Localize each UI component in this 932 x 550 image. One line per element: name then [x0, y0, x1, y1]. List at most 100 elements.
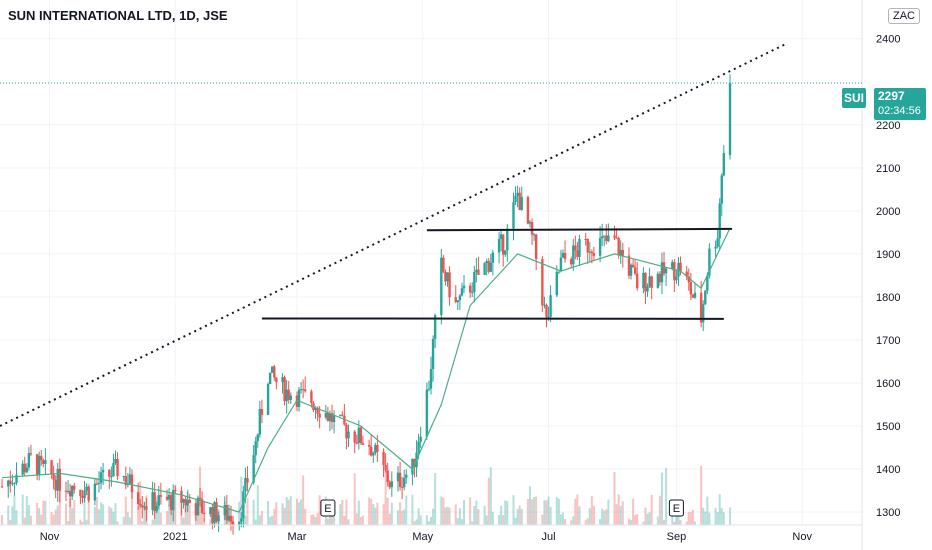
candle-body [584, 238, 587, 240]
candle-body [246, 477, 249, 483]
volume-bar [702, 507, 705, 525]
volume-bar [708, 512, 711, 525]
candle-body [671, 262, 674, 269]
volume-bar [44, 501, 47, 525]
earnings-marker[interactable] [320, 499, 336, 517]
volume-bar [271, 515, 274, 525]
candle-body [141, 505, 144, 508]
volume-bar [419, 515, 422, 525]
volume-bar [300, 499, 303, 525]
volume-bar [87, 483, 90, 525]
volume-bar [302, 475, 305, 525]
candle-body [578, 238, 581, 257]
volume-bar [81, 521, 84, 525]
volume-bar [555, 496, 558, 525]
candle-body [42, 460, 45, 464]
volume-bar [506, 501, 509, 525]
volume-bar [137, 506, 140, 525]
volume-bar [110, 507, 113, 525]
volume-bar [460, 519, 463, 525]
volume-bar [126, 512, 129, 525]
candle-body [21, 463, 24, 475]
candle-body [388, 482, 391, 488]
volume-bar [73, 499, 76, 525]
volume-bar [504, 500, 507, 525]
volume-bar [384, 470, 387, 525]
volume-bar [7, 505, 10, 525]
volume-bar [345, 499, 348, 525]
candle-body [557, 271, 561, 273]
volume-bar [114, 503, 117, 525]
candle-body [268, 372, 272, 384]
candle-body [345, 424, 348, 439]
candle-body [301, 389, 305, 391]
volume-bar [40, 514, 43, 525]
candle-body [405, 474, 408, 478]
resistance-line[interactable] [426, 227, 733, 232]
volume-bar [168, 504, 171, 525]
candle-body [353, 431, 356, 443]
grid [0, 0, 862, 525]
volume-bar [722, 512, 725, 525]
volume-bar [361, 515, 364, 525]
candle-body [182, 499, 185, 503]
candle-body [27, 453, 31, 468]
volume-bar [475, 500, 478, 525]
candle-body [70, 485, 74, 497]
volume-bar [15, 510, 18, 525]
currency-badge[interactable]: ZAC [888, 8, 920, 24]
volume-bar [528, 486, 531, 525]
candle-body [357, 427, 361, 443]
candle-body [512, 202, 515, 229]
candle-body [440, 257, 443, 316]
candle-body [97, 482, 101, 484]
volume-bar [487, 477, 490, 525]
x-tick-label: 2021 [163, 531, 187, 543]
x-tick-label: Nov [40, 531, 60, 543]
candle-body [702, 304, 705, 323]
volume-bar [462, 499, 465, 525]
candle-body [271, 366, 274, 373]
volume-bar [38, 508, 41, 525]
volume-bar [432, 508, 435, 525]
volume-bar [442, 497, 445, 525]
candle-body [136, 492, 140, 505]
volume-bar [357, 500, 360, 525]
candle-body [714, 246, 717, 249]
volume-bar [427, 521, 430, 525]
candles [0, 74, 732, 535]
candle-body [675, 276, 678, 281]
volume-bar [182, 517, 185, 525]
candle-body [658, 273, 662, 283]
candle-body [328, 413, 332, 421]
volume-bar [498, 514, 501, 525]
candle-body [400, 486, 404, 488]
candle-body [487, 261, 490, 272]
volume-bar [456, 518, 459, 525]
candle-body [157, 495, 160, 506]
candle-body [99, 472, 103, 483]
candle-body [382, 451, 385, 466]
candle-body [256, 434, 259, 442]
volume-bar [64, 503, 67, 525]
earnings-marker[interactable] [668, 499, 684, 517]
volume-bar [531, 499, 534, 525]
candle-body [372, 452, 375, 456]
candle-body [720, 175, 723, 204]
candle-body [68, 490, 72, 497]
trendline-line[interactable] [0, 42, 789, 427]
candle-body [343, 415, 346, 425]
candle-body [621, 249, 624, 256]
volume-bar [116, 521, 119, 525]
volume-bar [559, 514, 562, 525]
candle-body [570, 259, 573, 265]
volume-bar [97, 509, 100, 525]
volume-bar [368, 497, 371, 525]
drawn-lines[interactable] [0, 42, 789, 427]
volume-bar [679, 520, 682, 525]
candle-body [607, 235, 610, 242]
candle-body [211, 507, 214, 523]
volume-bar [359, 516, 362, 525]
